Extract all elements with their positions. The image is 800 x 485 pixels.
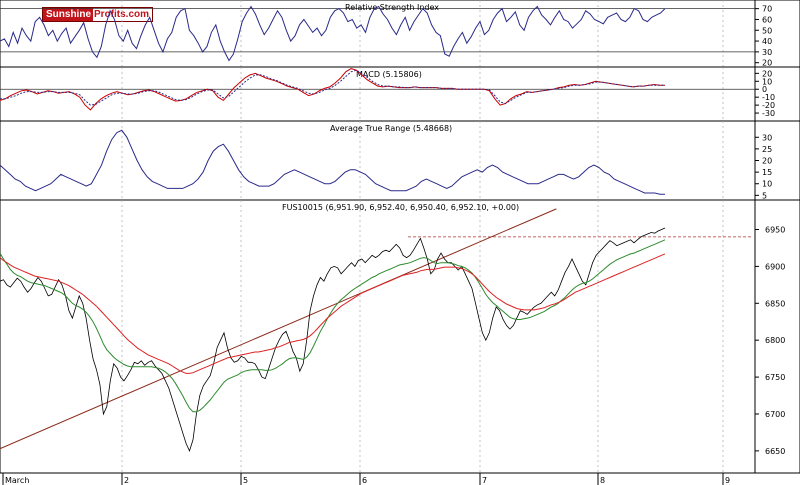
logo-part-1: Sunshine [43,8,94,21]
atr-panel: 5 10 15 20 25 30 Average True Range (5.48668) [0,120,800,201]
panel-title: MACD (5.15806) [356,70,422,79]
series-line-price [0,227,666,453]
y-tick-label: 30 [762,48,772,57]
y-tick-label: -30 [762,109,775,118]
panel-title: Average True Range (5.48668) [330,124,452,133]
y-tick-label: 30 [762,133,772,142]
y-tick-label: 6650 [765,447,785,456]
y-tick-label: -20 [762,101,775,110]
y-tick-label: 50 [762,26,772,35]
y-tick-label: 10 [762,180,772,189]
y-tick-label: 0 [762,85,767,94]
series-line-0 [0,5,666,62]
y-tick-label: 70 [762,5,772,14]
y-tick-label: -10 [762,93,775,102]
series-line-1 [0,69,665,106]
x-tick-label: 8 [600,476,605,485]
y-tick-label: 6700 [765,410,785,419]
trendline [0,208,557,450]
panel-title: FUS10015 (6,951.90, 6,952.40, 6,950.40, … [282,203,519,212]
y-tick-label: 20 [762,69,772,78]
x-tick-label: 6 [362,476,367,485]
x-tick-label: 9 [725,476,730,485]
series-line-ma-long [0,253,666,374]
y-tick-label: 6850 [765,299,785,308]
y-tick-label: 10 [762,77,772,86]
y-tick-label: 6750 [765,373,785,382]
y-tick-label: 6800 [765,336,785,345]
y-tick-label: 20 [762,157,772,166]
series-line-ma-short [0,239,666,413]
panel-title: Relative Strength Index [345,3,439,12]
series-line-0 [0,129,665,195]
x-axis: March 2 5 6 7 8 9 [2,473,730,485]
y-tick-label: 6950 [765,226,785,235]
y-tick-label: 6900 [765,262,785,271]
y-tick-label: 40 [762,37,772,46]
x-tick-label: March [5,476,29,485]
y-tick-label: 60 [762,15,772,24]
y-tick-label: 20 [762,59,772,68]
panel-frame [0,199,800,474]
x-tick-label: 5 [243,476,248,485]
y-tick-label: 5 [762,191,767,200]
x-tick-label: 7 [482,476,487,485]
price-panel: 6650 6700 6750 6800 6850 6900 6950 FUS10015 (6,… [0,199,800,474]
y-tick-label: 25 [762,145,772,154]
x-tick-label: 2 [124,476,129,485]
y-tick-label: 15 [762,168,772,177]
